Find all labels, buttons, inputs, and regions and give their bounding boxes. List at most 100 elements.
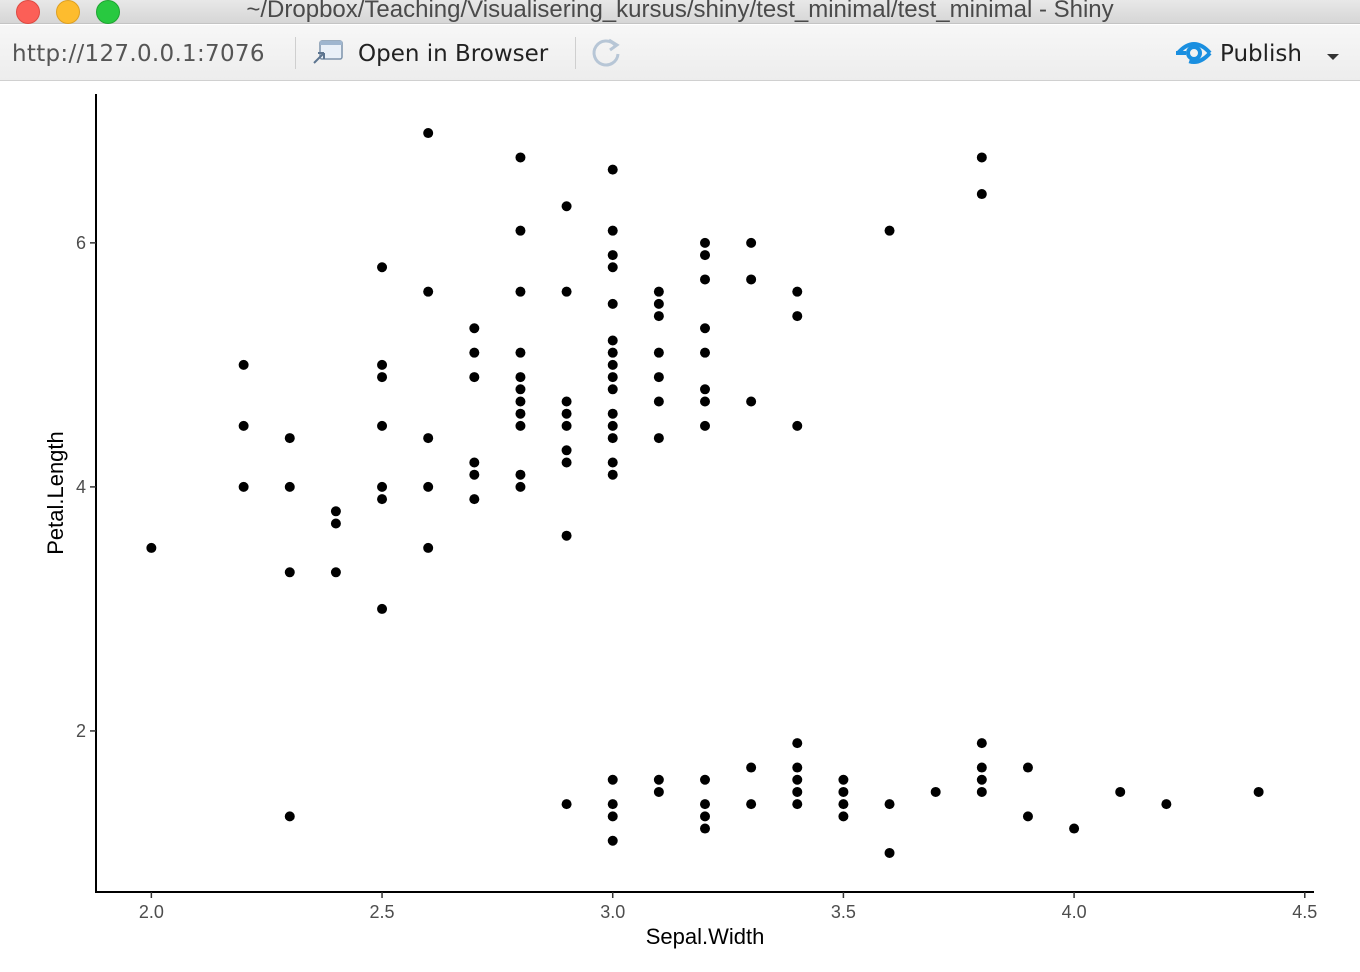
data-point bbox=[930, 786, 941, 797]
refresh-icon bbox=[592, 38, 620, 67]
data-point bbox=[515, 372, 526, 383]
data-point bbox=[607, 835, 618, 846]
data-point bbox=[653, 774, 664, 785]
data-point bbox=[976, 738, 987, 749]
y-axis-ticks: 2 4 6 bbox=[76, 233, 96, 741]
zoom-window-button[interactable] bbox=[96, 0, 120, 24]
data-point bbox=[653, 433, 664, 444]
data-point bbox=[607, 811, 618, 822]
data-point bbox=[469, 323, 480, 334]
data-point bbox=[700, 347, 710, 358]
data-point bbox=[561, 408, 572, 419]
data-point bbox=[423, 481, 434, 492]
data-point bbox=[607, 372, 618, 383]
data-point bbox=[330, 518, 341, 529]
data-point bbox=[377, 494, 388, 505]
data-point bbox=[330, 567, 341, 578]
data-point bbox=[515, 152, 526, 163]
plot-output: 2.0 2.5 3.0 3.5 4.0 4.5 2 4 6 Sepal.Width Petal… bbox=[0, 82, 1360, 972]
data-point bbox=[284, 481, 295, 492]
data-point bbox=[792, 786, 803, 797]
data-point bbox=[238, 481, 249, 492]
data-point bbox=[561, 420, 572, 431]
data-point bbox=[561, 201, 572, 212]
data-point bbox=[515, 481, 526, 492]
data-point bbox=[653, 298, 664, 309]
y-tick-label: 4 bbox=[76, 477, 86, 497]
data-point bbox=[607, 799, 618, 810]
data-point bbox=[377, 372, 388, 383]
data-point bbox=[746, 396, 757, 407]
data-point bbox=[146, 542, 157, 553]
data-point bbox=[515, 225, 526, 236]
data-point bbox=[607, 433, 618, 444]
data-point bbox=[607, 359, 618, 370]
data-point bbox=[792, 286, 803, 297]
x-tick-label: 3.5 bbox=[831, 902, 856, 922]
data-point bbox=[976, 786, 987, 797]
url-display: http://127.0.0.1:7076 bbox=[12, 41, 265, 67]
data-point bbox=[515, 408, 526, 419]
data-point bbox=[561, 530, 572, 541]
x-tick-label: 4.5 bbox=[1292, 902, 1317, 922]
open-in-browser-button[interactable]: Open in Browser bbox=[312, 33, 562, 73]
data-point bbox=[700, 250, 710, 261]
data-point bbox=[976, 152, 987, 163]
data-point bbox=[377, 262, 388, 273]
data-point bbox=[838, 786, 849, 797]
open-in-browser-icon bbox=[313, 40, 343, 64]
refresh-button[interactable] bbox=[588, 35, 624, 71]
publish-icon bbox=[1176, 42, 1212, 64]
x-axis-label: Sepal.Width bbox=[646, 924, 765, 949]
data-point bbox=[1253, 786, 1264, 797]
chevron-down-icon[interactable] bbox=[1326, 53, 1340, 61]
toolbar-divider bbox=[295, 37, 296, 69]
data-point bbox=[607, 335, 618, 346]
close-window-button[interactable] bbox=[16, 0, 40, 24]
data-point bbox=[515, 420, 526, 431]
minimize-window-button[interactable] bbox=[56, 0, 80, 24]
data-point bbox=[700, 799, 710, 810]
data-point bbox=[423, 433, 434, 444]
toolbar-divider bbox=[575, 37, 576, 69]
data-point bbox=[607, 774, 618, 785]
data-point bbox=[1022, 811, 1033, 822]
data-point bbox=[976, 774, 987, 785]
x-tick-label: 2.5 bbox=[370, 902, 395, 922]
data-point bbox=[607, 384, 618, 395]
data-point bbox=[700, 774, 710, 785]
x-tick-label: 2.0 bbox=[139, 902, 164, 922]
data-point bbox=[561, 396, 572, 407]
data-point bbox=[976, 189, 987, 200]
data-point bbox=[423, 128, 434, 139]
data-point bbox=[653, 786, 664, 797]
data-point bbox=[515, 286, 526, 297]
data-point bbox=[700, 237, 710, 248]
viewer-toolbar: http://127.0.0.1:7076 Open in Browser Pu… bbox=[0, 25, 1360, 81]
data-point bbox=[377, 481, 388, 492]
data-point bbox=[792, 762, 803, 773]
data-point bbox=[515, 384, 526, 395]
data-point bbox=[976, 762, 987, 773]
data-point bbox=[884, 847, 895, 858]
data-point bbox=[238, 359, 249, 370]
x-axis-ticks: 2.0 2.5 3.0 3.5 4.0 4.5 bbox=[139, 892, 1317, 922]
data-point bbox=[884, 225, 895, 236]
data-point bbox=[607, 347, 618, 358]
data-point bbox=[792, 311, 803, 322]
data-points bbox=[146, 128, 1264, 858]
publish-button[interactable]: Publish bbox=[1172, 33, 1352, 73]
data-point bbox=[515, 469, 526, 480]
data-point bbox=[653, 396, 664, 407]
data-point bbox=[561, 286, 572, 297]
data-point bbox=[746, 799, 757, 810]
data-point bbox=[515, 396, 526, 407]
data-point bbox=[792, 420, 803, 431]
data-point bbox=[746, 274, 757, 285]
y-tick-label: 2 bbox=[76, 721, 86, 741]
data-point bbox=[423, 286, 434, 297]
data-point bbox=[377, 420, 388, 431]
data-point bbox=[700, 823, 710, 834]
window-titlebar: ~/Dropbox/Teaching/Visualisering_kursus/… bbox=[0, 0, 1360, 24]
data-point bbox=[746, 762, 757, 773]
